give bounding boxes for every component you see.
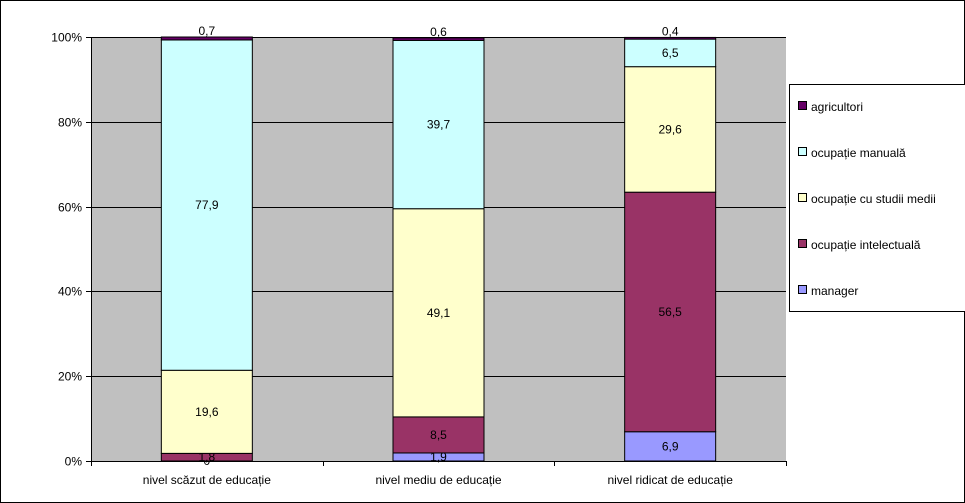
data-label: 77,9	[195, 198, 219, 212]
legend-item: ocupație cu studii medii	[798, 190, 936, 206]
legend-swatch	[798, 193, 807, 203]
legend-item: manager	[798, 282, 858, 298]
bar-segment	[392, 39, 485, 210]
data-label: 19,6	[195, 405, 219, 419]
y-tick-label: 60%	[58, 201, 82, 215]
data-label: 29,6	[658, 122, 682, 136]
y-tick-label: 80%	[58, 116, 82, 130]
bar-segment	[160, 369, 253, 454]
bar-segment	[392, 416, 485, 454]
y-tick-label: 100%	[51, 31, 82, 45]
legend-item: ocupație intelectuală	[798, 236, 920, 252]
legend-swatch	[798, 239, 807, 249]
x-tick-label: nivel ridicat de educație	[607, 473, 733, 487]
legend-label: ocupație manuală	[811, 145, 906, 160]
bar-segment	[624, 191, 717, 433]
data-label: 49,1	[427, 306, 451, 320]
x-tick-label: nivel scăzut de educație	[143, 473, 271, 487]
data-label: 6,5	[662, 46, 679, 60]
data-label: 6,9	[662, 439, 679, 453]
legend-label: agricultori	[811, 99, 864, 114]
bar-segment	[392, 37, 485, 41]
bar-segment	[624, 431, 717, 462]
data-label: 0,4	[662, 24, 679, 38]
x-tick-label: nivel mediu de educație	[375, 473, 501, 487]
data-label: 0,6	[430, 25, 447, 39]
legend-swatch	[798, 101, 807, 111]
legend-label: ocupație cu studii medii	[811, 191, 936, 206]
legend-swatch	[798, 285, 807, 295]
legend-swatch	[798, 147, 807, 157]
bar-segment	[160, 36, 253, 41]
bar-segment	[624, 36, 717, 40]
data-label: 56,5	[658, 305, 682, 319]
data-label: 8,5	[430, 428, 447, 442]
data-label: 39,7	[427, 118, 451, 132]
data-label: 1,9	[430, 450, 447, 464]
bar-segment	[624, 66, 717, 193]
y-tick-label: 40%	[58, 285, 82, 299]
data-label: 0,7	[198, 24, 215, 38]
legend-item: ocupație manuală	[798, 144, 906, 160]
legend-item: agricultori	[798, 98, 863, 114]
y-tick-label: 0%	[65, 455, 83, 469]
bar-segment	[392, 208, 485, 418]
legend-label: ocupație intelectuală	[811, 237, 921, 252]
legend: agricultori ocupație manuală ocupație cu s…	[789, 84, 965, 312]
bar-segment	[160, 39, 253, 371]
y-tick-label: 20%	[58, 370, 82, 384]
legend-label: manager	[811, 283, 859, 298]
